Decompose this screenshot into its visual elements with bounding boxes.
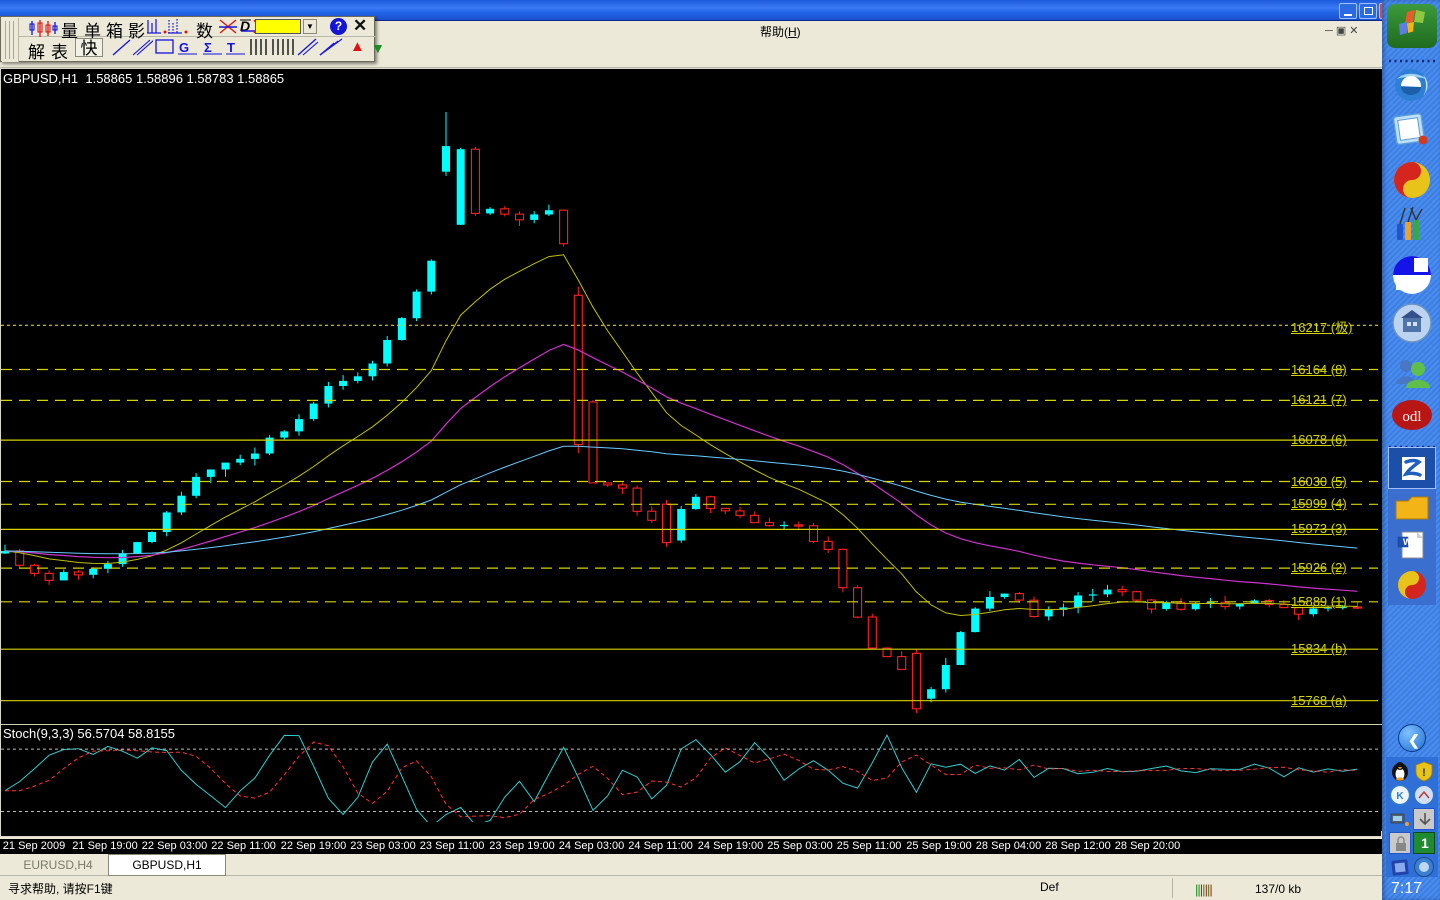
- svg-text:T: T: [227, 40, 235, 55]
- svg-text:Σ: Σ: [204, 40, 212, 55]
- svg-text:K: K: [1396, 791, 1404, 802]
- svg-text:!: !: [1422, 767, 1426, 779]
- svg-text:W: W: [1403, 537, 1412, 547]
- svg-text:G: G: [179, 40, 189, 55]
- svg-text:odl: odl: [1402, 409, 1421, 425]
